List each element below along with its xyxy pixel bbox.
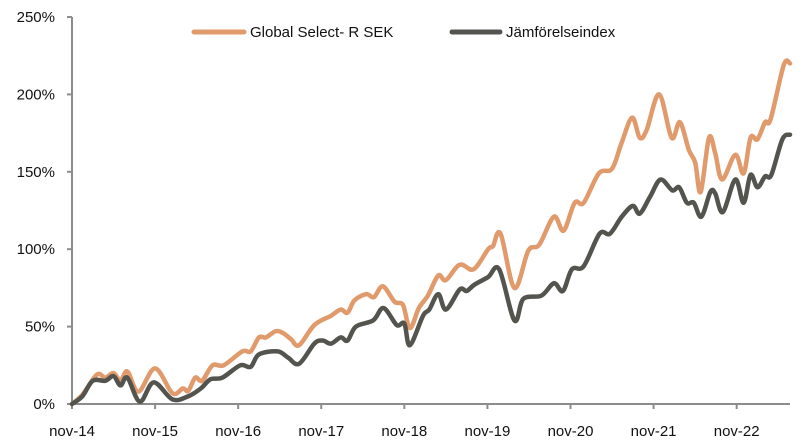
x-tick-label: nov-22 [714,423,760,440]
y-tick-label: 0% [33,396,55,413]
y-tick-label: 250% [17,9,55,26]
series-layer [69,58,793,407]
x-tick-label: nov-17 [298,423,344,440]
x-tick-label: nov-18 [381,423,427,440]
x-tick-label: nov-19 [464,423,510,440]
x-tick-label: nov-21 [631,423,677,440]
series-line-fund [69,58,793,407]
x-tick-label: nov-16 [215,423,261,440]
y-axis: 0% 50% 100% 150% 200% 250% [17,9,73,413]
y-tick-label: 50% [25,319,55,336]
x-tick-label: nov-14 [49,423,95,440]
series-line-index [69,132,793,407]
x-axis: nov-14 nov-15 nov-16 nov-17 nov-18 nov-19 nov-… [49,403,790,440]
legend-label-fund: Global Select- R SEK [250,24,393,41]
legend-label-index: Jämförelseindex [506,24,616,41]
x-tick-label: nov-20 [548,423,594,440]
y-tick-label: 200% [17,86,55,103]
y-tick-label: 100% [17,241,55,258]
y-tick-label: 150% [17,164,55,181]
legend: Global Select- R SEK Jämförelseindex [191,24,616,41]
x-tick-label: nov-15 [132,423,178,440]
